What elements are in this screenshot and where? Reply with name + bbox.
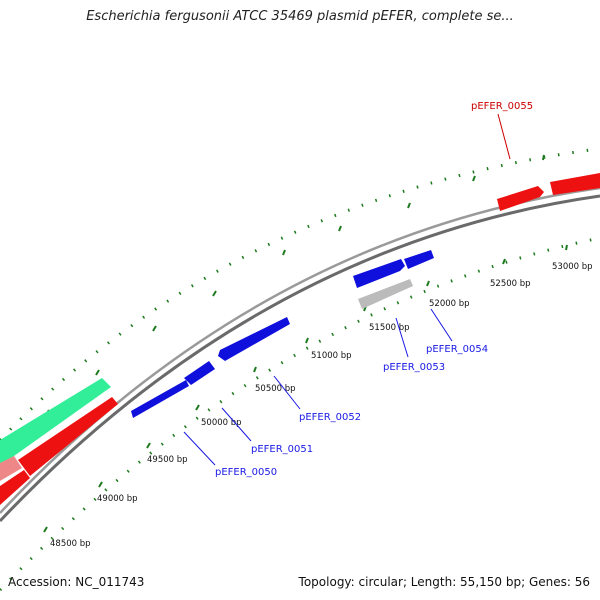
tick-label-49500: 49500 bp — [147, 455, 188, 465]
gene-label-pefer-0050[interactable]: pEFER_0050 — [215, 467, 277, 478]
tick-label-49000: 49000 bp — [97, 494, 138, 504]
cds-pefer-0055[interactable] — [497, 186, 544, 211]
cds-pefer-0054-b[interactable] — [404, 250, 434, 269]
gene-label-pefer-0053[interactable]: pEFER_0053 — [383, 362, 445, 373]
gene-label-pefer-0054[interactable]: pEFER_0054 — [426, 344, 488, 355]
callout-0050 — [183, 431, 216, 466]
cds-red-left[interactable] — [0, 470, 30, 505]
backbone-outer — [0, 186, 600, 514]
gene-label-pefer-0052[interactable]: pEFER_0052 — [299, 412, 361, 423]
tick-label-52000: 52000 bp — [429, 299, 470, 309]
cds-pink-inner[interactable] — [0, 456, 22, 481]
callout-0051 — [221, 407, 252, 442]
tick-label-50500: 50500 bp — [255, 384, 296, 394]
gene-label-pefer-0055[interactable]: pEFER_0055 — [471, 101, 533, 112]
callout-0055 — [497, 113, 511, 160]
map-title: Escherichia fergusonii ATCC 35469 plasmi… — [86, 9, 514, 24]
tick-label-48500: 48500 bp — [50, 539, 91, 549]
accession-text: Accession: NC_011743 — [8, 575, 145, 589]
summary-text: Topology: circular; Length: 55,150 bp; G… — [298, 575, 590, 589]
tick-label-52500: 52500 bp — [490, 279, 531, 289]
cds-pefer-0053[interactable] — [358, 279, 413, 309]
cds-green-outer[interactable] — [0, 378, 111, 465]
tick-label-51000: 51000 bp — [311, 351, 352, 361]
gene-label-pefer-0051[interactable]: pEFER_0051 — [251, 444, 313, 455]
cds-pefer-0050[interactable] — [131, 380, 189, 418]
tick-label-51500: 51500 bp — [369, 323, 410, 333]
callout-0052 — [273, 375, 301, 410]
backbone-inner — [0, 194, 600, 523]
cds-next[interactable] — [550, 173, 600, 195]
callout-0054 — [430, 308, 453, 342]
tick-label-50000: 50000 bp — [201, 418, 242, 428]
cds-pefer-0051[interactable] — [184, 361, 215, 385]
tick-label-53000: 53000 bp — [552, 262, 593, 272]
cds-pefer-0052[interactable] — [218, 317, 290, 361]
cds-red-inner[interactable] — [18, 397, 118, 476]
callout-0053 — [395, 317, 409, 358]
cds-pefer-0054-a[interactable] — [353, 259, 405, 288]
